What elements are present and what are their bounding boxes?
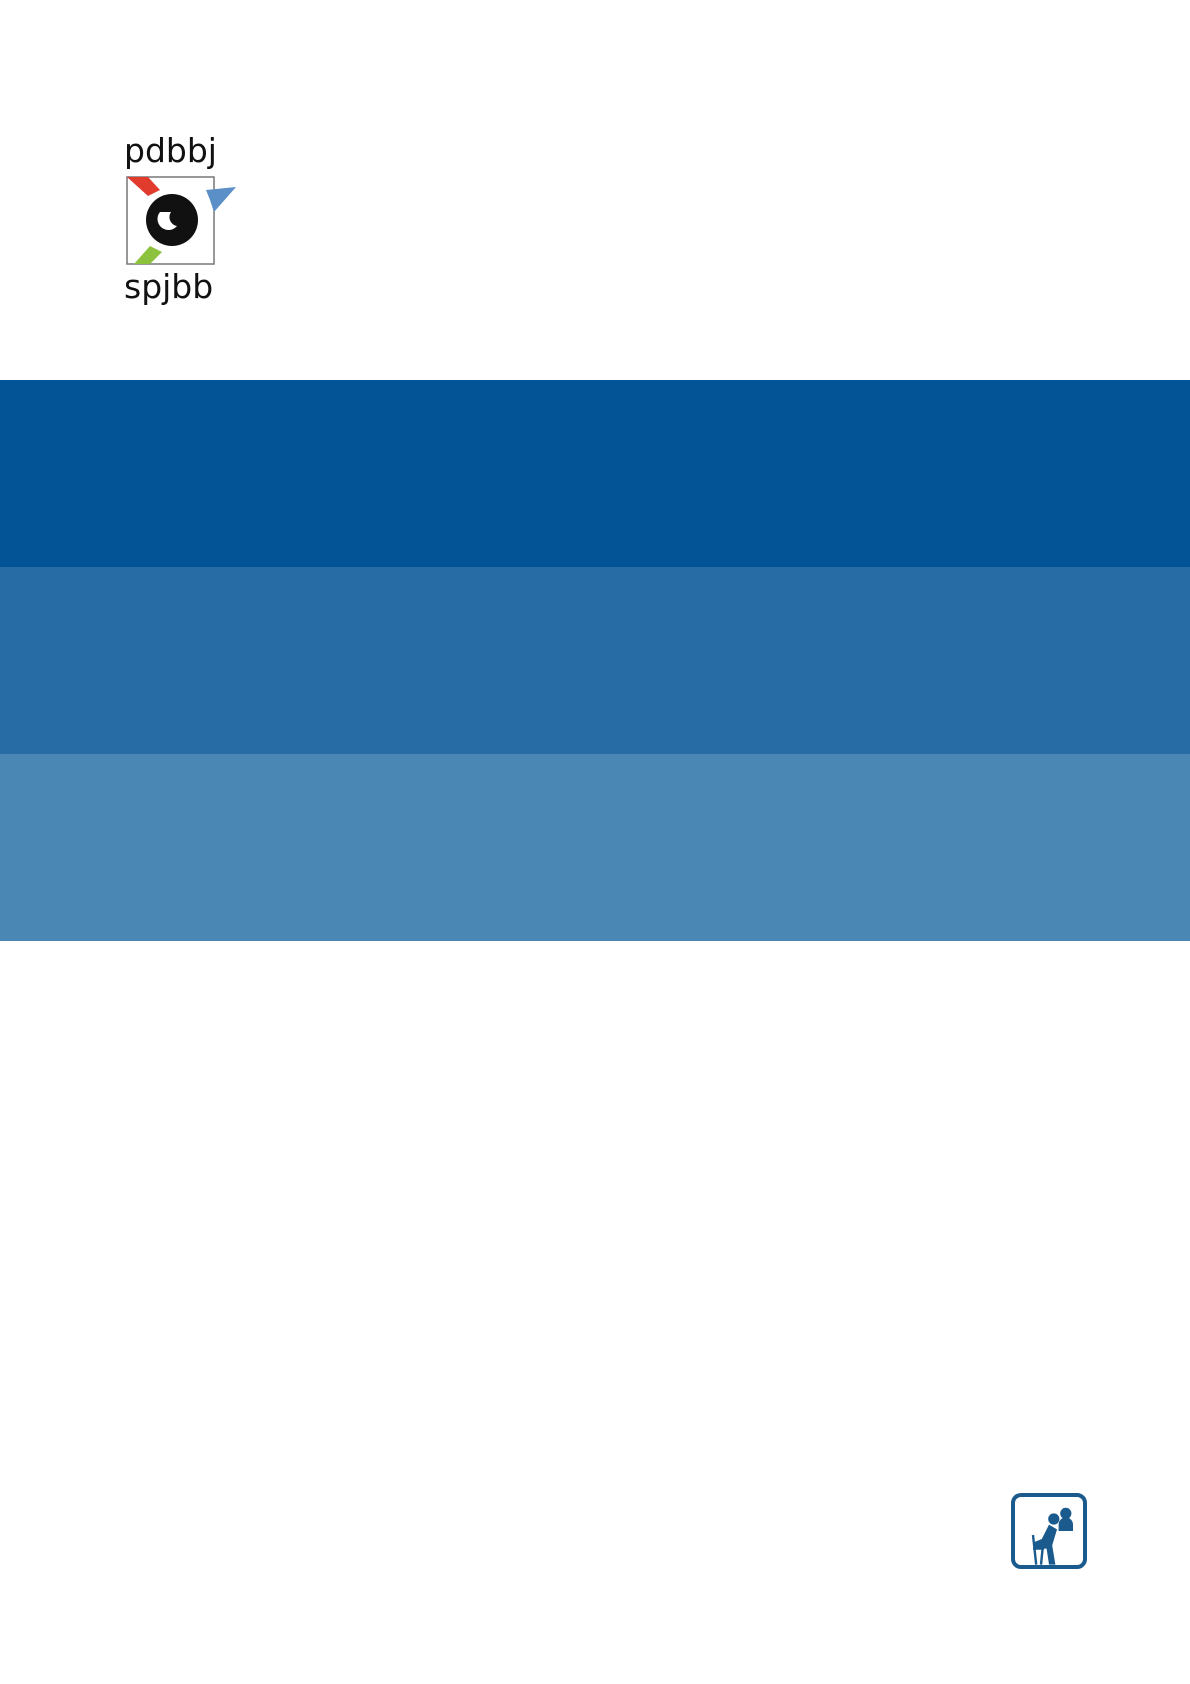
person-seated-consultation-icon bbox=[1009, 1491, 1089, 1571]
logo-top-text: pdbbj bbox=[124, 131, 217, 170]
cover-band-dark bbox=[0, 380, 1190, 567]
pdbbj-spjbb-logo: pdbbj spjbb bbox=[120, 134, 250, 309]
cover-band-medium bbox=[0, 567, 1190, 754]
logo-eye-icon bbox=[126, 176, 236, 265]
cover-band-light bbox=[0, 754, 1190, 941]
logo-bottom-text: spjbb bbox=[124, 267, 214, 306]
